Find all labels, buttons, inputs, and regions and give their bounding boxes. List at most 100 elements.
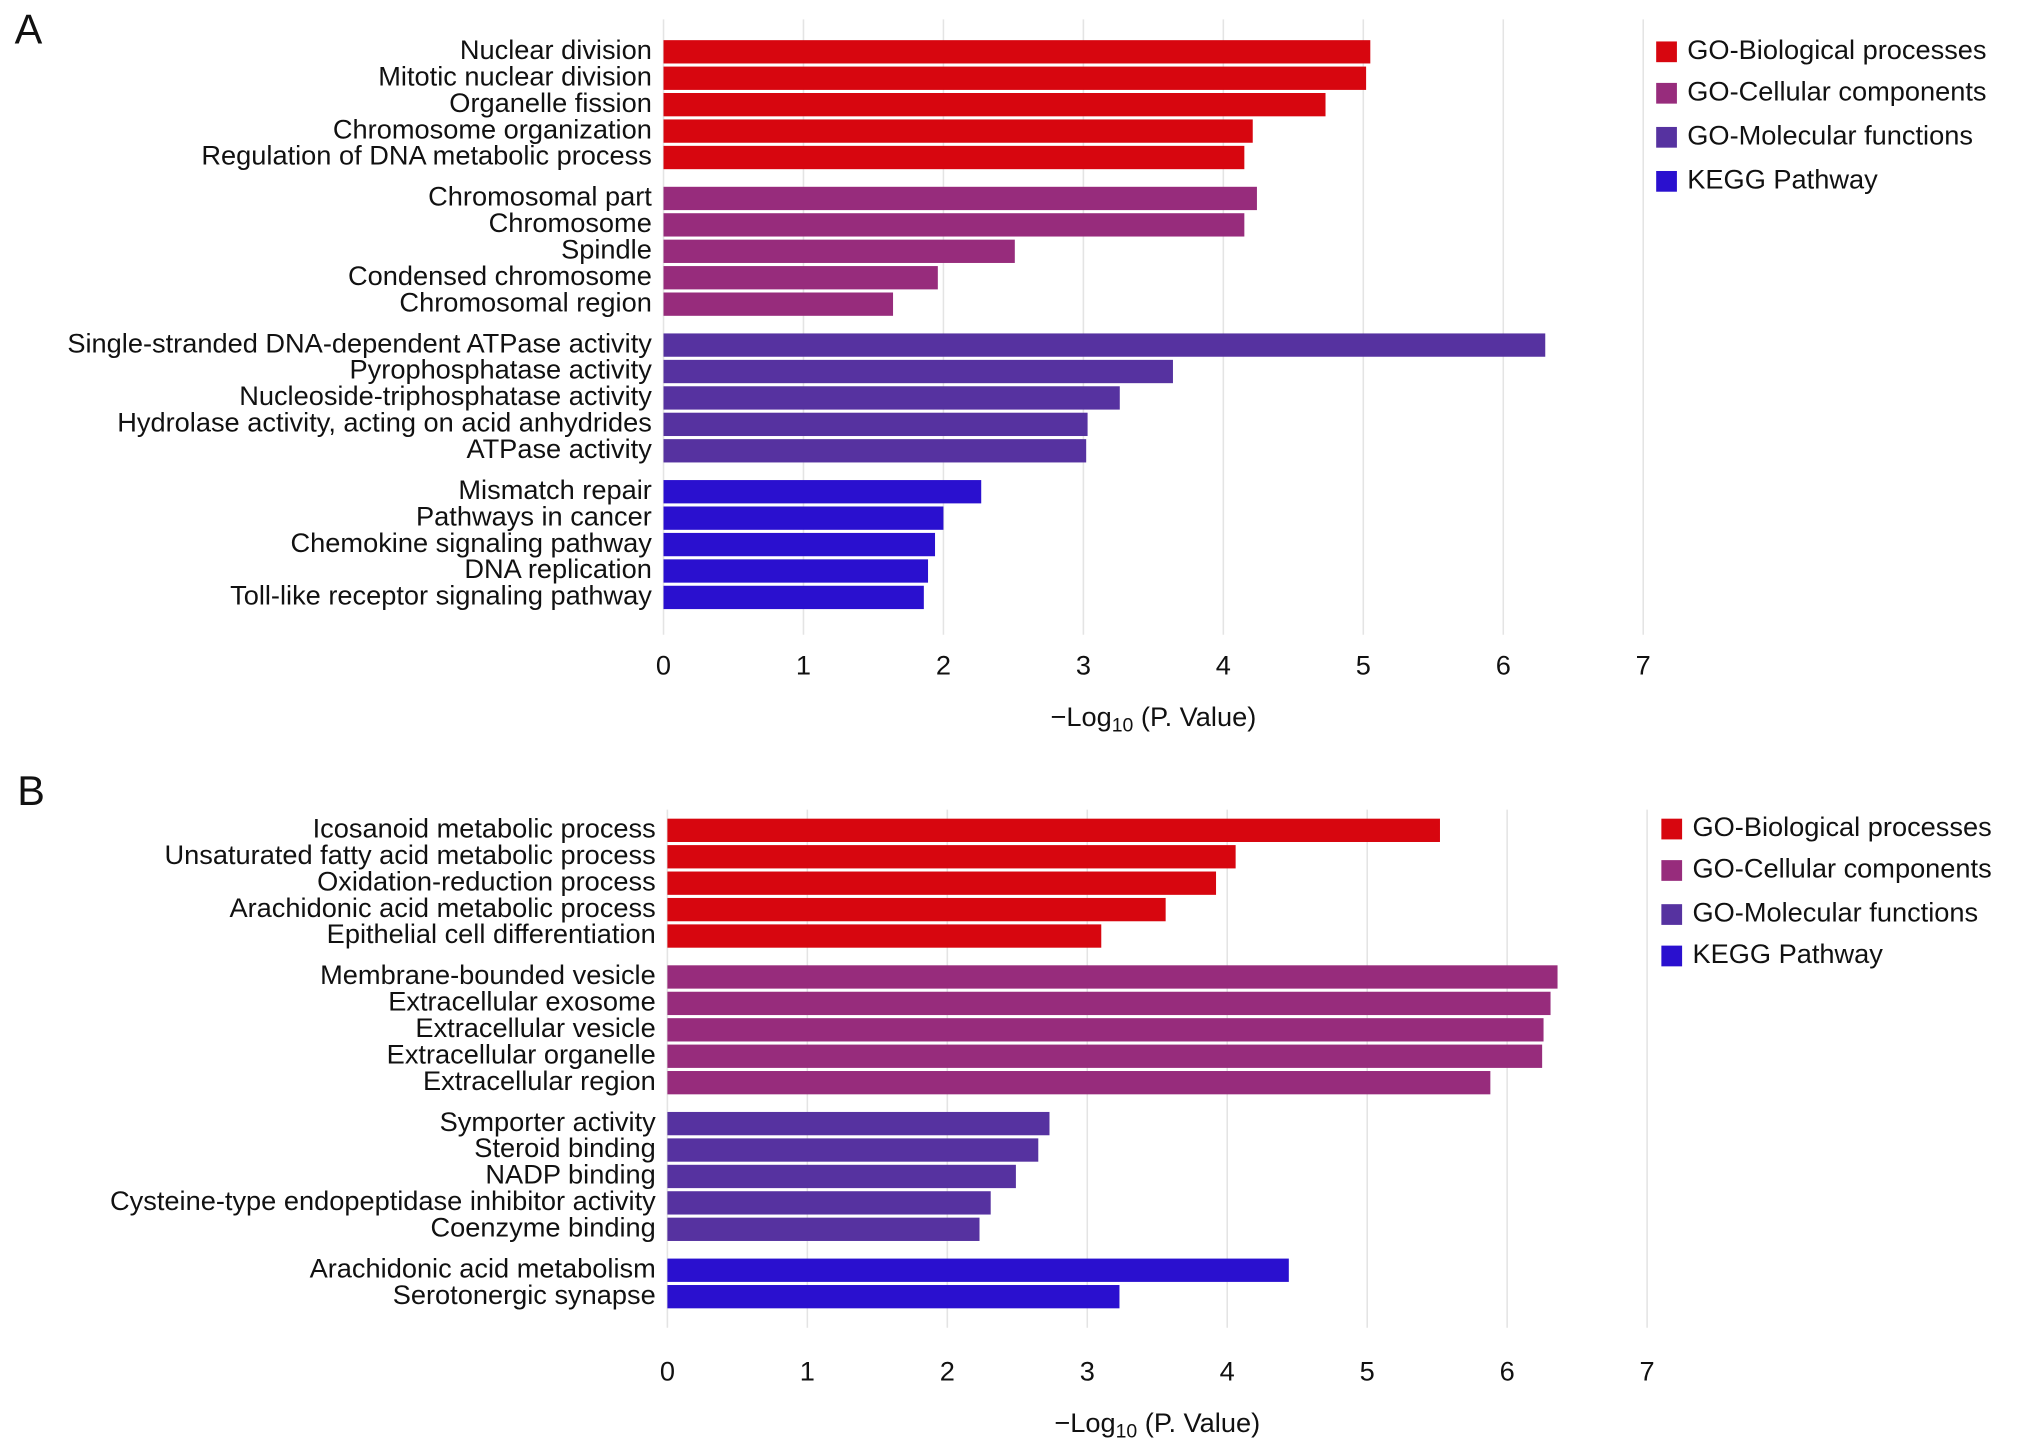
legend-swatch [1661, 904, 1683, 925]
x-tick-label: 7 [1636, 649, 1651, 680]
y-tick-label: Organelle fission [449, 87, 652, 118]
bar [663, 386, 1120, 410]
bar [663, 439, 1087, 463]
y-tick-label: Icosanoid metabolic process [313, 813, 656, 844]
y-tick-label: Condensed chromosome [348, 260, 652, 291]
x-axis-label: −Log10 (P. Value) [1050, 701, 1256, 737]
x-axis-label-suffix: (P. Value) [1137, 1407, 1260, 1438]
bar [663, 480, 982, 504]
y-tick-label: Mitotic nuclear division [378, 60, 652, 91]
bar [663, 559, 929, 583]
bar [667, 818, 1440, 842]
y-tick-label: Spindle [561, 233, 652, 264]
y-tick-label: Single-stranded DNA-dependent ATPase act… [67, 327, 652, 358]
y-tick-label: Toll-like receptor signaling pathway [230, 580, 652, 611]
bar [663, 40, 1371, 64]
y-tick-label: Pyrophosphatase activity [350, 354, 653, 385]
x-tick-label: 4 [1216, 649, 1231, 680]
y-tick-label: Extracellular vesicle [415, 1012, 655, 1043]
y-tick-label: Nucleoside-triphosphatase activity [239, 380, 652, 411]
bar [663, 145, 1245, 170]
x-axis-label-subscript: 10 [1112, 715, 1134, 737]
legend-label: GO-Biological processes [1687, 34, 1986, 65]
x-tick-label: 3 [1080, 1355, 1095, 1386]
y-tick-label: Nuclear division [460, 34, 652, 65]
y-tick-label: Oxidation-reduction process [317, 865, 656, 896]
y-tick-label: Epithelial cell differentiation [327, 918, 656, 949]
bar [663, 333, 1546, 357]
bar [663, 213, 1245, 237]
x-axis-label-text: −Log [1050, 701, 1111, 732]
bar [667, 871, 1217, 895]
bar [663, 506, 944, 530]
x-axis-label-subscript: 10 [1116, 1421, 1138, 1443]
y-tick-label: Pathways in cancer [416, 500, 652, 531]
bar [663, 292, 894, 316]
bar [667, 924, 1102, 948]
x-tick-label: 2 [940, 1355, 955, 1386]
y-tick-label: Mismatch repair [458, 474, 651, 505]
panel-label: A [15, 5, 43, 52]
y-tick-label: Regulation of DNA metabolic process [201, 140, 651, 171]
legend-swatch [1656, 170, 1677, 192]
y-tick-label: Cysteine-type endopeptidase inhibitor ac… [110, 1185, 656, 1216]
bar [663, 532, 936, 557]
bar [663, 93, 1326, 117]
bar [667, 845, 1236, 869]
y-tick-label: NADP binding [485, 1159, 655, 1190]
bar [663, 66, 1367, 90]
x-tick-label: 1 [796, 649, 811, 680]
x-tick-label: 5 [1360, 1355, 1375, 1386]
x-tick-label: 1 [800, 1355, 815, 1386]
y-tick-label: ATPase activity [466, 433, 652, 464]
legend-swatch [1661, 818, 1683, 840]
bar [663, 266, 938, 290]
y-tick-label: Chemokine signaling pathway [291, 527, 653, 558]
bar [663, 119, 1253, 143]
legend-swatch [1661, 945, 1683, 967]
y-tick-label: Symporter activity [440, 1106, 656, 1137]
bar [667, 1217, 980, 1241]
x-tick-label: 7 [1640, 1355, 1655, 1386]
bar [667, 1258, 1289, 1282]
legend-label: KEGG Pathway [1687, 164, 1878, 195]
x-axis-label: −Log10 (P. Value) [1054, 1407, 1260, 1443]
y-tick-label: Chromosome [489, 207, 652, 238]
legend-swatch [1656, 82, 1677, 104]
bar [667, 1018, 1544, 1042]
y-tick-label: DNA replication [464, 553, 651, 584]
x-tick-label: 0 [656, 649, 671, 680]
x-tick-label: 3 [1076, 649, 1091, 680]
legend-swatch [1661, 860, 1683, 881]
legend-label: GO-Molecular functions [1692, 897, 1978, 928]
y-tick-label: Extracellular exosome [388, 986, 656, 1017]
x-axis-label-suffix: (P. Value) [1133, 701, 1256, 732]
y-tick-label: Extracellular region [423, 1065, 656, 1096]
bar [667, 1044, 1543, 1068]
y-tick-label: Arachidonic acid metabolism [310, 1252, 656, 1283]
x-axis-label-text: −Log [1054, 1407, 1115, 1438]
bar [667, 1071, 1491, 1095]
y-tick-label: Serotonergic synapse [393, 1279, 656, 1310]
y-tick-label: Extracellular organelle [387, 1038, 656, 1069]
x-tick-label: 6 [1500, 1355, 1515, 1386]
y-tick-label: Arachidonic acid metabolic process [229, 892, 655, 923]
y-tick-label: Chromosomal part [428, 181, 652, 212]
y-tick-label: Coenzyme binding [430, 1212, 655, 1243]
y-tick-label: Hydrolase activity, acting on acid anhyd… [117, 407, 652, 438]
bar [667, 991, 1551, 1016]
x-tick-label: 2 [936, 649, 951, 680]
bar [667, 1111, 1050, 1136]
bar [667, 965, 1558, 989]
bar [663, 585, 924, 610]
bar [663, 412, 1088, 437]
bar [667, 1164, 1016, 1189]
bar [663, 359, 1173, 384]
bar [667, 1138, 1039, 1162]
y-tick-label: Unsaturated fatty acid metabolic process [164, 839, 655, 870]
y-tick-label: Steroid binding [474, 1132, 655, 1163]
bar [667, 897, 1166, 922]
x-tick-label: 6 [1496, 649, 1511, 680]
